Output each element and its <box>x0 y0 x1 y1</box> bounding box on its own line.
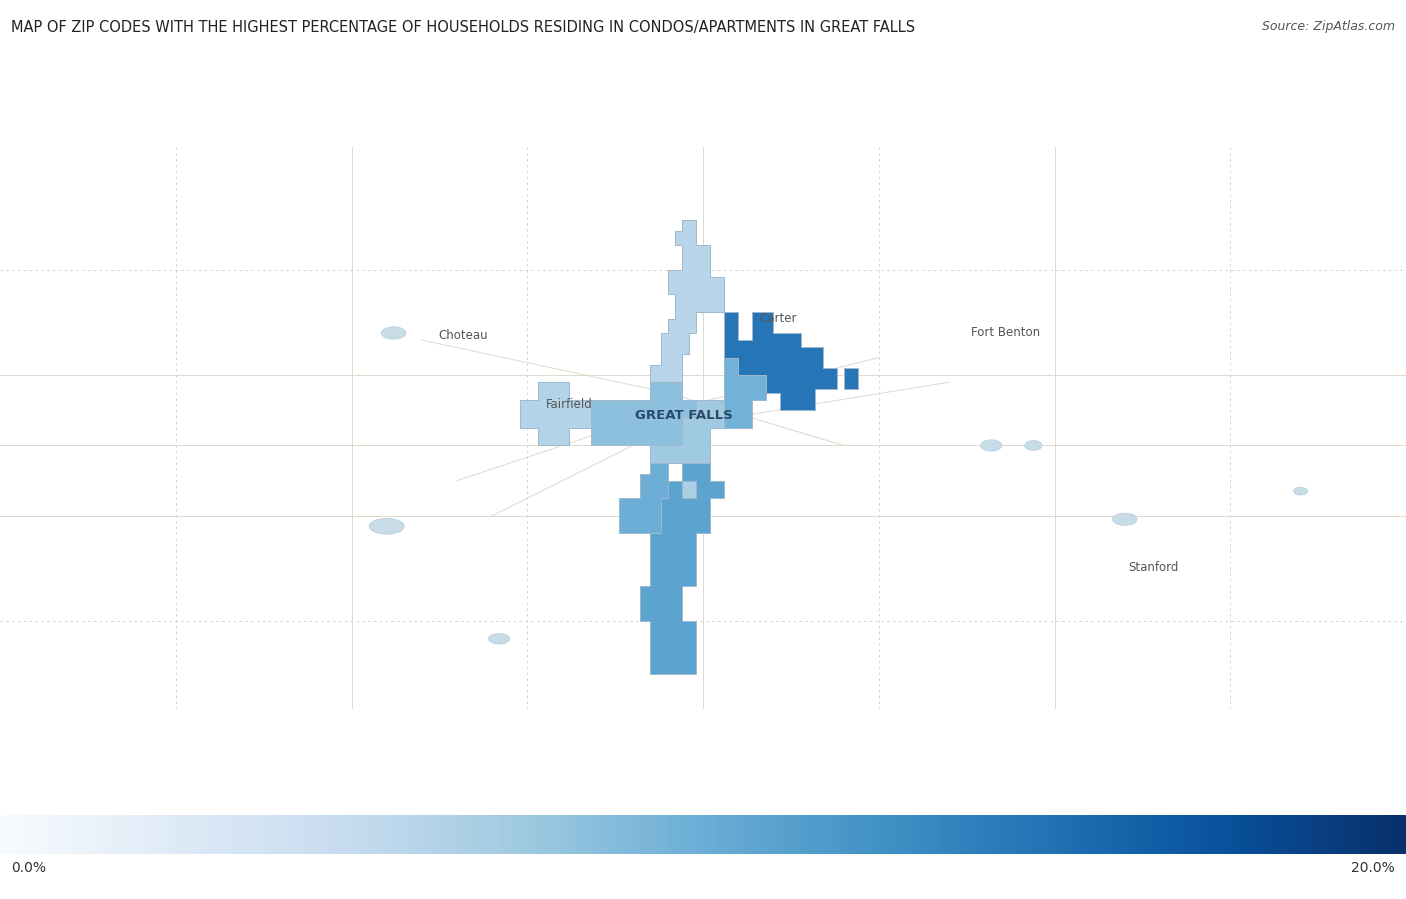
Text: 20.0%: 20.0% <box>1351 861 1395 876</box>
Text: Source: ZipAtlas.com: Source: ZipAtlas.com <box>1261 20 1395 32</box>
Text: Fort Benton: Fort Benton <box>970 326 1040 340</box>
Text: Choteau: Choteau <box>439 329 488 342</box>
Polygon shape <box>724 358 766 428</box>
Ellipse shape <box>488 634 509 644</box>
Text: GREAT FALLS: GREAT FALLS <box>634 409 733 422</box>
Ellipse shape <box>980 440 1001 451</box>
Polygon shape <box>520 382 591 446</box>
Polygon shape <box>651 220 724 382</box>
Ellipse shape <box>1112 513 1137 525</box>
Ellipse shape <box>381 327 406 339</box>
Text: 0.0%: 0.0% <box>11 861 46 876</box>
Polygon shape <box>844 368 858 389</box>
Polygon shape <box>640 463 724 674</box>
Text: Stanford: Stanford <box>1128 561 1178 574</box>
Polygon shape <box>619 463 668 533</box>
Polygon shape <box>682 481 696 498</box>
Ellipse shape <box>1025 441 1042 450</box>
Ellipse shape <box>1294 487 1308 495</box>
Text: MAP OF ZIP CODES WITH THE HIGHEST PERCENTAGE OF HOUSEHOLDS RESIDING IN CONDOS/AP: MAP OF ZIP CODES WITH THE HIGHEST PERCEN… <box>11 20 915 35</box>
Text: Carter: Carter <box>759 312 797 325</box>
Ellipse shape <box>370 519 405 534</box>
Polygon shape <box>651 400 724 463</box>
Polygon shape <box>724 312 837 410</box>
Polygon shape <box>591 382 696 446</box>
Text: Fairfield: Fairfield <box>546 398 593 411</box>
